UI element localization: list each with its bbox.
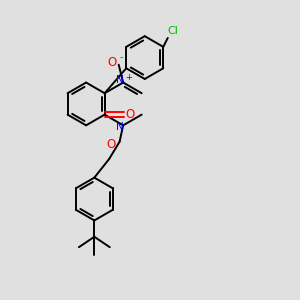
Text: Cl: Cl bbox=[167, 26, 178, 36]
Text: +: + bbox=[125, 73, 132, 82]
Text: O: O bbox=[106, 138, 116, 151]
Text: N: N bbox=[116, 76, 124, 85]
Text: O: O bbox=[107, 56, 117, 69]
Text: N: N bbox=[116, 122, 124, 132]
Text: O: O bbox=[126, 108, 135, 121]
Text: -: - bbox=[119, 52, 123, 62]
